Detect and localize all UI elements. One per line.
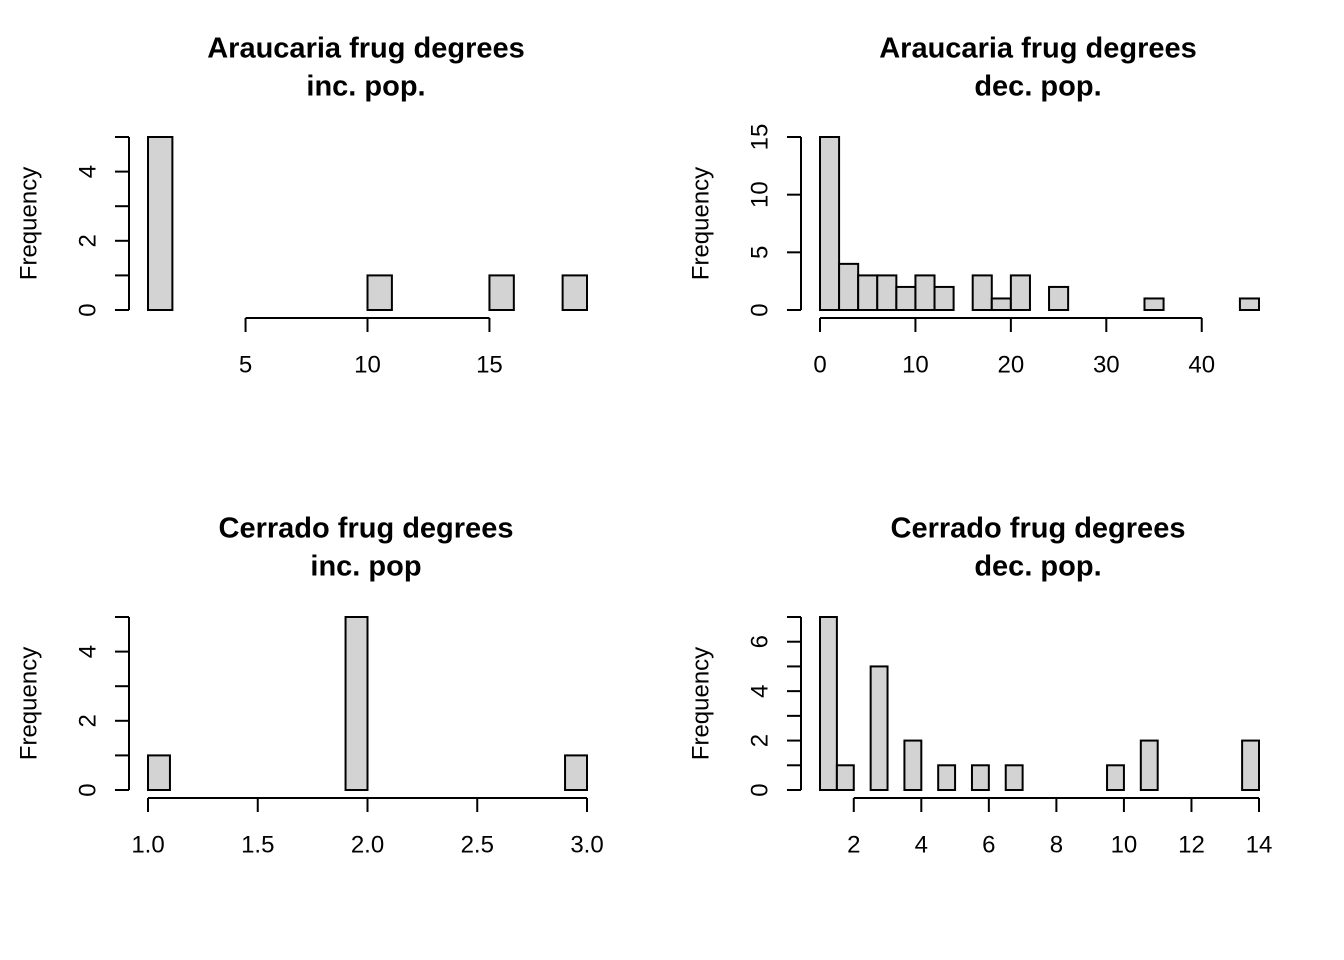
histogram-bar — [971, 274, 993, 311]
x-tick-label: 1.5 — [241, 831, 274, 858]
histogram-bar — [819, 136, 841, 311]
histogram-bar — [564, 754, 588, 792]
histogram-bar — [147, 754, 171, 792]
histogram-bar — [970, 764, 990, 791]
histogram-bar — [937, 764, 957, 791]
chart-title-line-1: Cerrado frug degrees — [891, 513, 1186, 545]
histogram-bar — [895, 285, 917, 311]
histogram-bar — [1238, 297, 1261, 312]
y-tick-label: 0 — [746, 783, 773, 796]
x-tick-label: 4 — [915, 831, 928, 858]
y-tick-label: 2 — [74, 234, 101, 247]
x-tick-label: 30 — [1093, 351, 1120, 378]
y-tick-label: 4 — [746, 684, 773, 697]
y-axis-label: Frequency — [687, 167, 714, 280]
histogram-bar — [561, 274, 588, 311]
chart-title-line-1: Araucaria frug degrees — [207, 33, 525, 65]
x-tick-label: 20 — [998, 351, 1025, 378]
histogram-panel-1: Araucaria frug degrees inc. pop. Frequency… — [15, 33, 588, 378]
histogram-bar — [857, 274, 879, 311]
y-tick-label: 0 — [74, 303, 101, 316]
histogram-bar — [147, 136, 174, 311]
y-tick-label: 15 — [746, 124, 773, 151]
y-tick-label: 4 — [74, 165, 101, 178]
y-tick-label: 0 — [74, 783, 101, 796]
y-tick-label: 4 — [74, 645, 101, 658]
chart-title-line-2: inc. pop. — [306, 71, 425, 103]
x-tick-label: 2.5 — [461, 831, 494, 858]
histogram-bar — [903, 739, 923, 791]
x-tick-label: 2 — [847, 831, 860, 858]
histogram-bar — [869, 665, 889, 792]
histogram-bar — [1143, 297, 1165, 312]
x-tick-label: 3.0 — [570, 831, 603, 858]
histogram-panel-4: Cerrado frug degrees dec. pop. Frequency 2 4… — [687, 513, 1272, 859]
histogram-bar — [1009, 274, 1031, 311]
histogram-bar — [344, 616, 369, 791]
histogram-bar — [488, 274, 515, 311]
x-tick-label: 0 — [813, 351, 826, 378]
x-tick-label: 5 — [239, 351, 252, 378]
histogram-bar — [366, 274, 393, 311]
x-tick-label: 10 — [1111, 831, 1138, 858]
histogram-bar — [1106, 764, 1125, 791]
histogram-bar — [990, 297, 1012, 312]
x-tick-label: 14 — [1246, 831, 1273, 858]
y-tick-label: 5 — [746, 246, 773, 259]
x-tick-label: 6 — [982, 831, 995, 858]
histogram-bar — [1048, 285, 1070, 311]
chart-title-line-2: inc. pop — [310, 551, 421, 583]
y-tick-label: 2 — [74, 714, 101, 727]
x-tick-label: 2.0 — [351, 831, 384, 858]
x-tick-label: 10 — [354, 351, 381, 378]
histogram-bar — [1004, 764, 1024, 791]
histogram-bar — [933, 285, 955, 311]
histogram-bar — [1139, 739, 1159, 791]
chart-title-line-2: dec. pop. — [974, 71, 1101, 103]
y-axis-label: Frequency — [15, 167, 42, 280]
chart-title-line-1: Cerrado frug degrees — [219, 513, 514, 545]
x-tick-label: 15 — [476, 351, 503, 378]
histogram-bar — [835, 764, 855, 791]
histogram-bar — [914, 274, 936, 311]
y-tick-label: 10 — [746, 181, 773, 208]
x-tick-label: 12 — [1178, 831, 1205, 858]
histogram-bar — [819, 616, 838, 791]
histogram-bar — [876, 274, 898, 311]
y-tick-label: 0 — [746, 303, 773, 316]
y-tick-label: 6 — [746, 635, 773, 648]
histogram-bar — [838, 262, 860, 312]
x-tick-label: 8 — [1050, 831, 1063, 858]
x-tick-label: 10 — [902, 351, 929, 378]
histogram-bar — [1241, 739, 1260, 791]
histogram-panel-2: Araucaria frug degrees dec. pop. Frequency… — [687, 33, 1261, 378]
y-axis-label: Frequency — [15, 647, 42, 760]
histogram-panel-3: Cerrado frug degrees inc. pop Frequency 1.0… — [15, 513, 603, 859]
x-tick-label: 40 — [1188, 351, 1215, 378]
y-axis-label: Frequency — [687, 647, 714, 760]
x-tick-label: 1.0 — [131, 831, 164, 858]
chart-title-line-1: Araucaria frug degrees — [879, 33, 1197, 65]
y-tick-label: 2 — [746, 734, 773, 747]
chart-title-line-2: dec. pop. — [974, 551, 1101, 583]
